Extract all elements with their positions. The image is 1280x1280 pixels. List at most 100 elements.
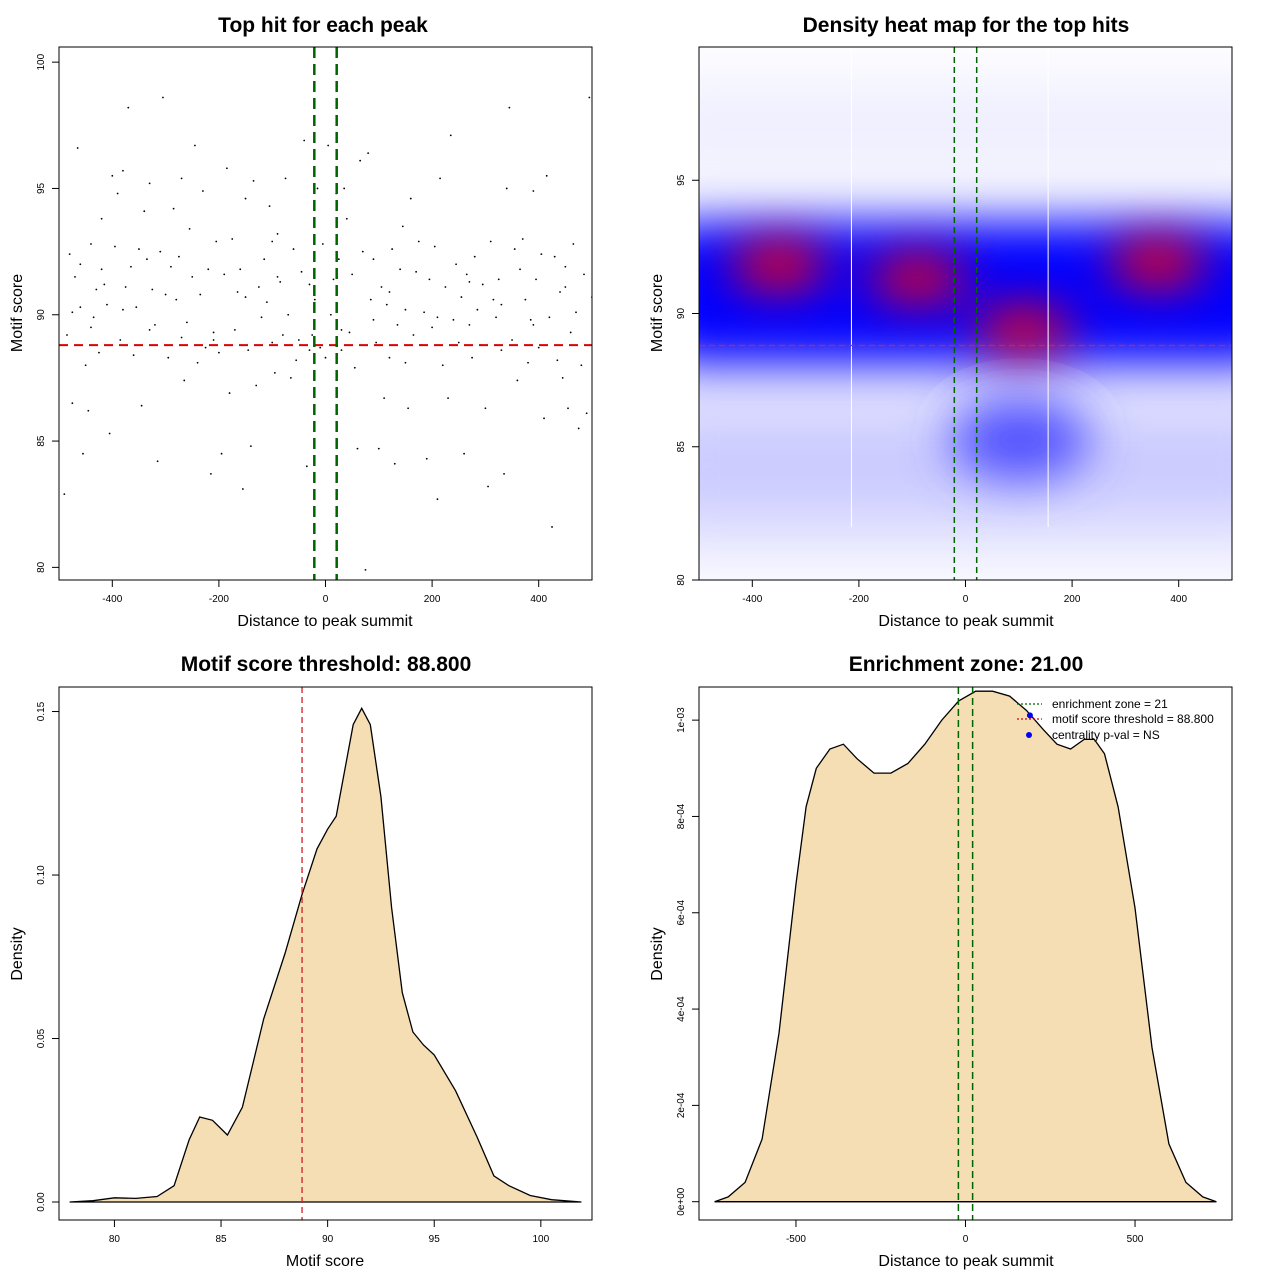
scatter-point xyxy=(279,281,282,283)
scatter-point xyxy=(183,379,186,382)
scatter-point xyxy=(100,268,103,271)
scatter-point xyxy=(417,240,420,243)
scatter-point xyxy=(319,346,322,349)
score-density-x-tick-label: 85 xyxy=(215,1234,227,1245)
score-density-title: Motif score threshold: 88.800 xyxy=(181,653,472,676)
scatter-point xyxy=(543,417,545,420)
scatter-point xyxy=(468,323,471,326)
legend-threshold-label: motif score threshold = 88.800 xyxy=(1052,712,1214,726)
scatter-point xyxy=(505,187,508,190)
heatmap-axes: -400 -200 0 200 400 80 85 90 95 xyxy=(676,174,1187,605)
scatter-point xyxy=(460,296,463,298)
scatter-y-tick-label: 80 xyxy=(36,561,47,573)
enrichment-y-axis-label: Density xyxy=(649,927,666,980)
heatmap-mid-density xyxy=(699,220,1232,480)
heatmap-hot-spot xyxy=(730,243,827,288)
scatter-point xyxy=(476,308,479,311)
scatter-point xyxy=(244,296,247,298)
scatter-point xyxy=(196,361,199,364)
scatter-point xyxy=(87,409,90,412)
scatter-point xyxy=(383,397,386,400)
scatter-point xyxy=(202,190,204,192)
enrichment-legend: enrichment zone = 21 motif score thresho… xyxy=(1017,697,1214,742)
scatter-point xyxy=(572,243,575,245)
scatter-point xyxy=(308,349,311,352)
scatter-plot-frame xyxy=(58,46,593,581)
scatter-point xyxy=(260,316,263,319)
scatter-point xyxy=(415,270,418,273)
scatter-point xyxy=(321,243,324,245)
scatter-point xyxy=(162,96,164,99)
scatter-point xyxy=(532,190,535,192)
scatter-point xyxy=(159,250,162,253)
scatter-point xyxy=(508,106,511,109)
score-density-y-axis-label: Density xyxy=(9,927,26,980)
scatter-title: Top hit for each peak xyxy=(218,14,428,37)
scatter-point xyxy=(239,268,242,271)
scatter-point xyxy=(527,361,529,364)
scatter-point xyxy=(90,326,92,329)
scatter-point xyxy=(148,182,151,185)
score-density-panel: Motif score threshold: 88.800 80 85 90 95 10… xyxy=(9,653,593,1270)
score-density-curve xyxy=(69,706,582,1203)
scatter-point xyxy=(122,308,124,311)
scatter-point xyxy=(556,359,559,362)
scatter-point xyxy=(140,404,143,407)
heatmap-x-tick-label: -200 xyxy=(849,594,869,605)
enrichment-axes: -500 0 500 0e+00 2e-04 4e-04 6e-04 8e-04 1e-03 xyxy=(676,707,1144,1245)
scatter-x-tick-label: 200 xyxy=(424,594,441,605)
scatter-point xyxy=(98,351,100,354)
scatter-point xyxy=(151,288,154,291)
scatter-point xyxy=(380,286,383,288)
scatter-point xyxy=(180,336,183,339)
scatter-point xyxy=(156,460,159,463)
scatter-point xyxy=(585,412,588,415)
scatter-point xyxy=(409,197,412,200)
scatter-point xyxy=(540,253,543,256)
scatter-point xyxy=(447,397,449,400)
scatter-point xyxy=(186,321,188,324)
enrichment-x-tick-label: -500 xyxy=(786,1234,806,1245)
scatter-point xyxy=(172,207,175,210)
scatter-point xyxy=(580,364,583,367)
legend-centrality-swatch xyxy=(1026,732,1032,738)
scatter-point xyxy=(340,329,343,331)
scatter-point xyxy=(364,568,367,571)
scatter-point xyxy=(497,278,500,281)
heatmap-y-tick-label: 80 xyxy=(676,574,687,586)
scatter-point xyxy=(74,275,76,278)
scatter-point xyxy=(575,311,577,314)
scatter-point xyxy=(122,169,124,172)
scatter-point xyxy=(473,255,476,258)
scatter-point xyxy=(308,283,311,286)
scatter-point xyxy=(359,159,362,162)
scatter-point xyxy=(553,255,556,258)
scatter-point xyxy=(519,268,521,271)
scatter-point xyxy=(407,407,410,410)
scatter-point xyxy=(329,313,332,316)
scatter-point xyxy=(340,349,343,352)
scatter-point xyxy=(463,452,465,455)
scatter-point xyxy=(212,339,215,341)
scatter-point xyxy=(103,283,106,286)
scatter-point xyxy=(561,377,564,379)
scatter-point xyxy=(244,197,247,200)
scatter-point xyxy=(273,371,276,374)
scatter-point xyxy=(375,341,378,344)
scatter-point xyxy=(106,303,108,306)
scatter-point xyxy=(559,291,561,293)
scatter-y-axis-label: Motif score xyxy=(9,274,26,352)
scatter-point xyxy=(449,134,452,137)
scatter-reference-lines xyxy=(59,47,592,580)
heatmap-panel: Density heat map for the top hits -400 -2… xyxy=(649,14,1233,630)
scatter-x-tick-label: 400 xyxy=(530,594,547,605)
scatter-point xyxy=(468,281,471,283)
scatter-point xyxy=(345,217,348,220)
scatter-point xyxy=(532,323,535,326)
scatter-point xyxy=(327,144,330,147)
scatter-point xyxy=(337,258,340,261)
scatter-point xyxy=(170,265,172,268)
scatter-point xyxy=(351,273,354,276)
scatter-point xyxy=(404,308,407,311)
scatter-x-tick-label: 0 xyxy=(323,594,329,605)
